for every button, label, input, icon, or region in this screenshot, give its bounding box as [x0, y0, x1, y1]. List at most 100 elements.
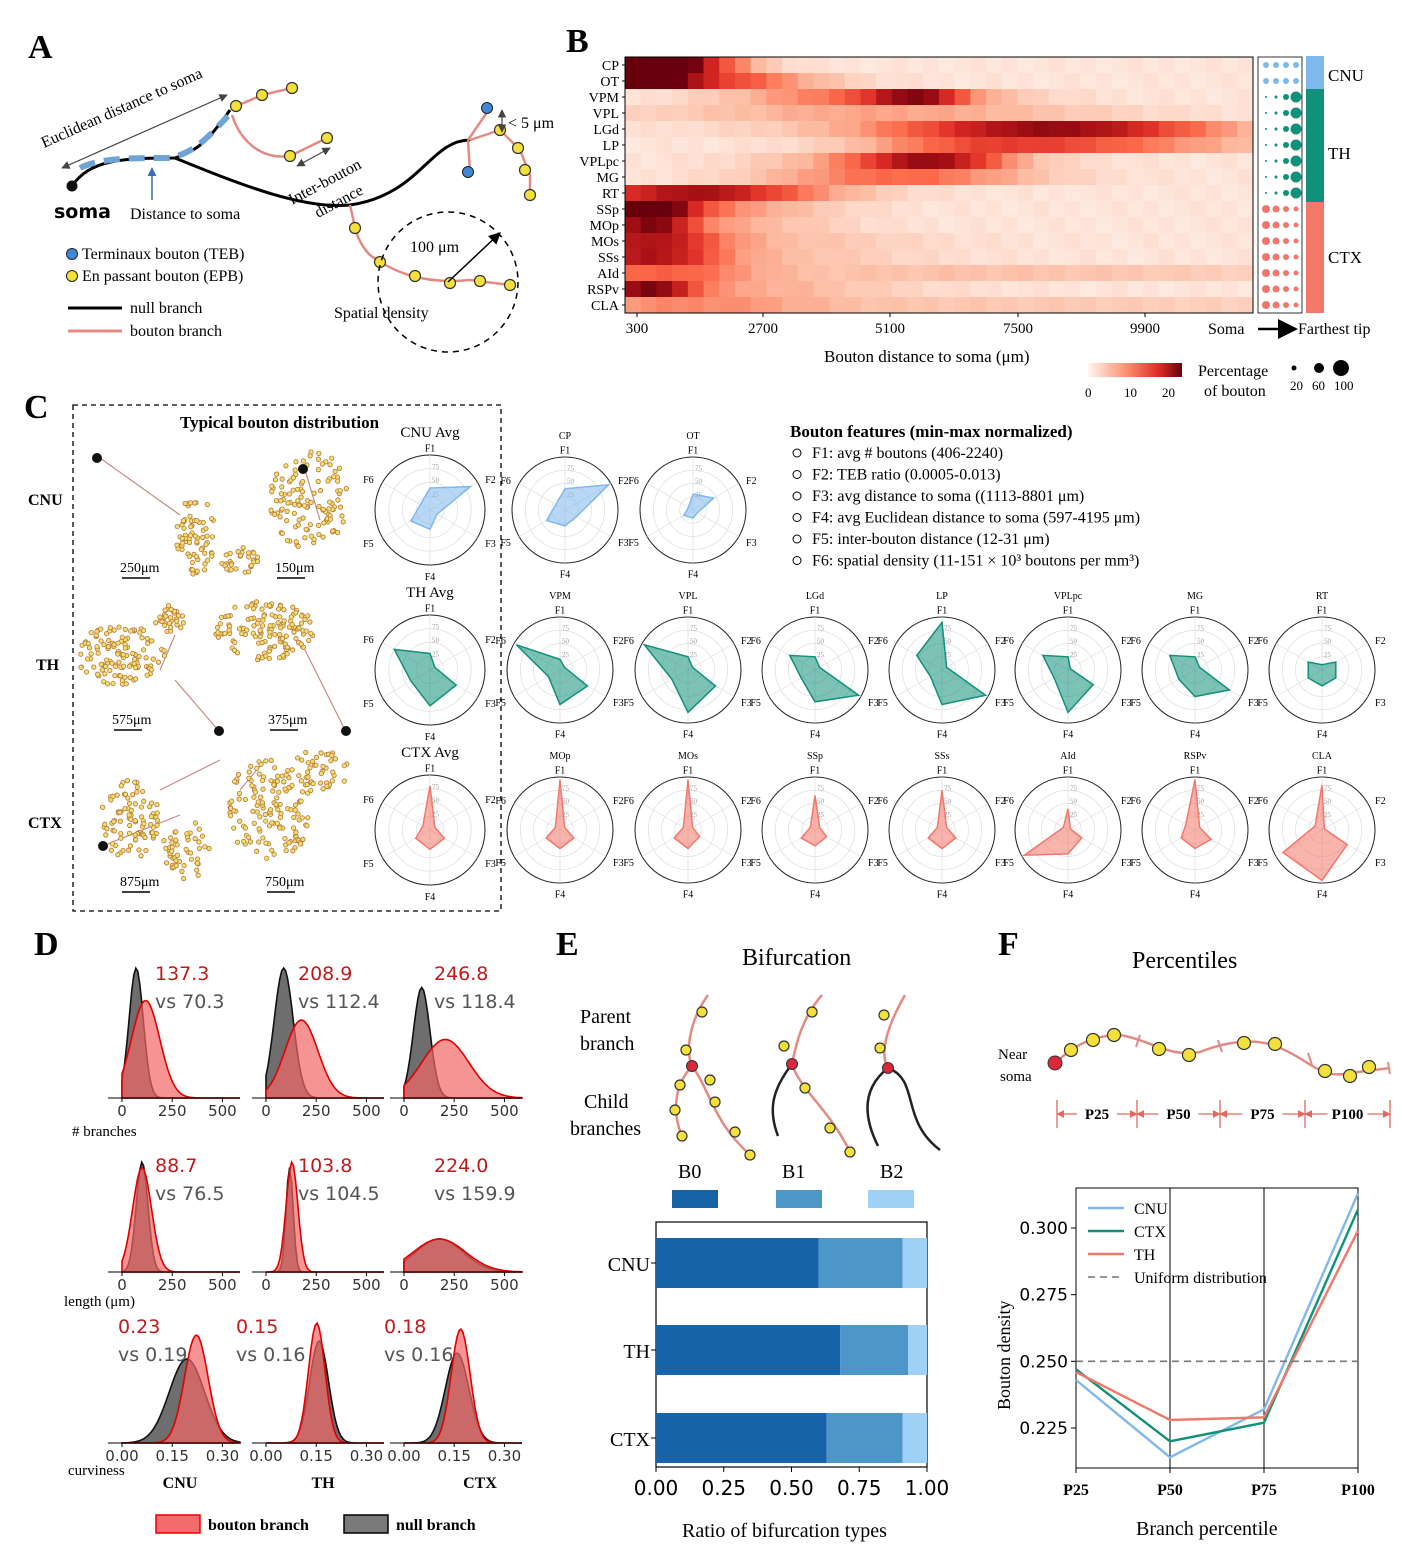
heatmap-cell — [1221, 153, 1238, 170]
bouton-dot — [299, 489, 306, 495]
heatmap-cell — [829, 73, 846, 90]
bouton-dot — [204, 557, 211, 563]
ridge-column-label: TH — [311, 1475, 335, 1492]
heatmap-cell — [1064, 217, 1081, 234]
heatmap-cell — [860, 105, 877, 122]
heatmap-cell — [703, 153, 720, 170]
heatmap-cell — [1174, 217, 1191, 234]
bouton-dot — [315, 467, 321, 473]
heatmap-cell — [1080, 265, 1097, 282]
heatmap-cell — [640, 121, 657, 138]
bouton-dot — [242, 796, 249, 803]
heatmap-cell — [1205, 201, 1223, 218]
scale-bar-label: 575μm — [112, 713, 152, 728]
heatmap-cell — [1033, 185, 1050, 202]
svg-text:75: 75 — [1070, 784, 1078, 792]
heatmap-cell — [719, 185, 736, 202]
bouton-dot — [196, 845, 202, 852]
bouton-dot — [180, 620, 186, 626]
heatmap-cell — [876, 57, 893, 74]
heatmap-cell — [923, 233, 940, 250]
bouton-dot — [267, 623, 273, 629]
radar-shape — [414, 785, 446, 851]
percentile-segment-label: P50 — [1166, 1107, 1190, 1123]
bouton-dot — [292, 807, 298, 813]
heatmap-cell — [844, 105, 861, 122]
heatmap-cell — [1080, 57, 1097, 74]
bouton-dot — [305, 774, 311, 780]
heatmap-cell — [1205, 233, 1223, 250]
radar-axis-label: F1 — [555, 766, 566, 777]
bouton-dot — [163, 860, 170, 866]
bouton-dot — [301, 503, 308, 509]
heatmap-cell — [907, 137, 924, 154]
heatmap-cell — [986, 169, 1003, 186]
bouton-dot — [130, 650, 136, 657]
bouton-dot — [285, 500, 291, 506]
bouton-mean-value: 208.9 — [298, 963, 352, 985]
heatmap-cell — [844, 89, 861, 106]
group-ctx: CTX — [1328, 248, 1362, 267]
bouton-dot — [284, 508, 290, 514]
ridge-column-label: CNU — [163, 1475, 198, 1492]
swatch-b0 — [672, 1190, 718, 1208]
heatmap-cell — [672, 281, 689, 298]
heatmap-cell — [750, 57, 767, 74]
percentage-dot — [1273, 78, 1279, 84]
bouton-dot — [283, 633, 289, 639]
heatmap-cell — [1111, 89, 1128, 106]
bouton-dot — [286, 491, 293, 497]
heatmap-cell — [939, 89, 956, 106]
heatmap-cell — [813, 169, 830, 186]
bouton-dot — [259, 777, 266, 784]
radar-shape — [788, 654, 861, 703]
heatmap-cell — [766, 89, 783, 106]
radar-axis-label: F4 — [555, 730, 566, 741]
bouton-dot — [193, 553, 199, 560]
heatmap-cell — [1096, 57, 1113, 74]
bouton-dot — [203, 526, 209, 532]
heatmap-cell — [970, 121, 987, 138]
radar-axis-label: F2 — [868, 636, 879, 647]
heatmap-cell — [923, 137, 940, 154]
bouton-dot — [154, 810, 160, 816]
heatmap-cell — [1017, 281, 1034, 298]
bouton-dot — [244, 604, 250, 610]
heatmap-cell — [829, 153, 846, 170]
bar-category-label: CTX — [610, 1429, 651, 1451]
bouton-dot — [144, 672, 150, 678]
heatmap-cell — [939, 281, 956, 298]
scale-bar-label: 750μm — [265, 875, 305, 890]
bouton-dot — [148, 813, 155, 820]
bouton-dot — [266, 648, 272, 654]
bouton-dot — [173, 837, 179, 843]
scale-bar-label: 375μm — [268, 713, 308, 728]
radar-axis-label: F2 — [613, 796, 624, 807]
bouton-dot — [237, 818, 243, 824]
radar-axis-label: F2 — [995, 796, 1006, 807]
bouton-dot — [203, 541, 209, 547]
bouton-mean-value: 0.15 — [236, 1316, 278, 1338]
bouton-dot — [262, 811, 268, 818]
heatmap-cell — [1221, 121, 1238, 138]
heatmap-cell — [844, 137, 861, 154]
heatmap-cell — [844, 297, 861, 314]
percentage-dot — [1283, 302, 1289, 308]
heatmap-cell — [923, 121, 940, 138]
heatmap-cell — [923, 265, 940, 282]
heatmap-cell — [876, 217, 893, 234]
heatmap-cell — [1205, 281, 1223, 298]
heatmap-cell — [844, 265, 861, 282]
heatmap-cell — [766, 281, 783, 298]
heatmap-cell — [939, 169, 956, 186]
heatmap-cell — [766, 121, 783, 138]
bouton-dot — [298, 613, 305, 619]
radar-axis-label: F3 — [1248, 698, 1259, 709]
heatmap-cell — [1143, 169, 1160, 186]
ridge-tick: 250 — [158, 1276, 187, 1294]
heatmap-cell — [829, 297, 846, 314]
heatmap-cell — [782, 169, 799, 186]
heatmap-cell — [813, 201, 830, 218]
heatmap-cell — [1127, 169, 1144, 186]
radar-axis-label: F4 — [425, 732, 436, 743]
